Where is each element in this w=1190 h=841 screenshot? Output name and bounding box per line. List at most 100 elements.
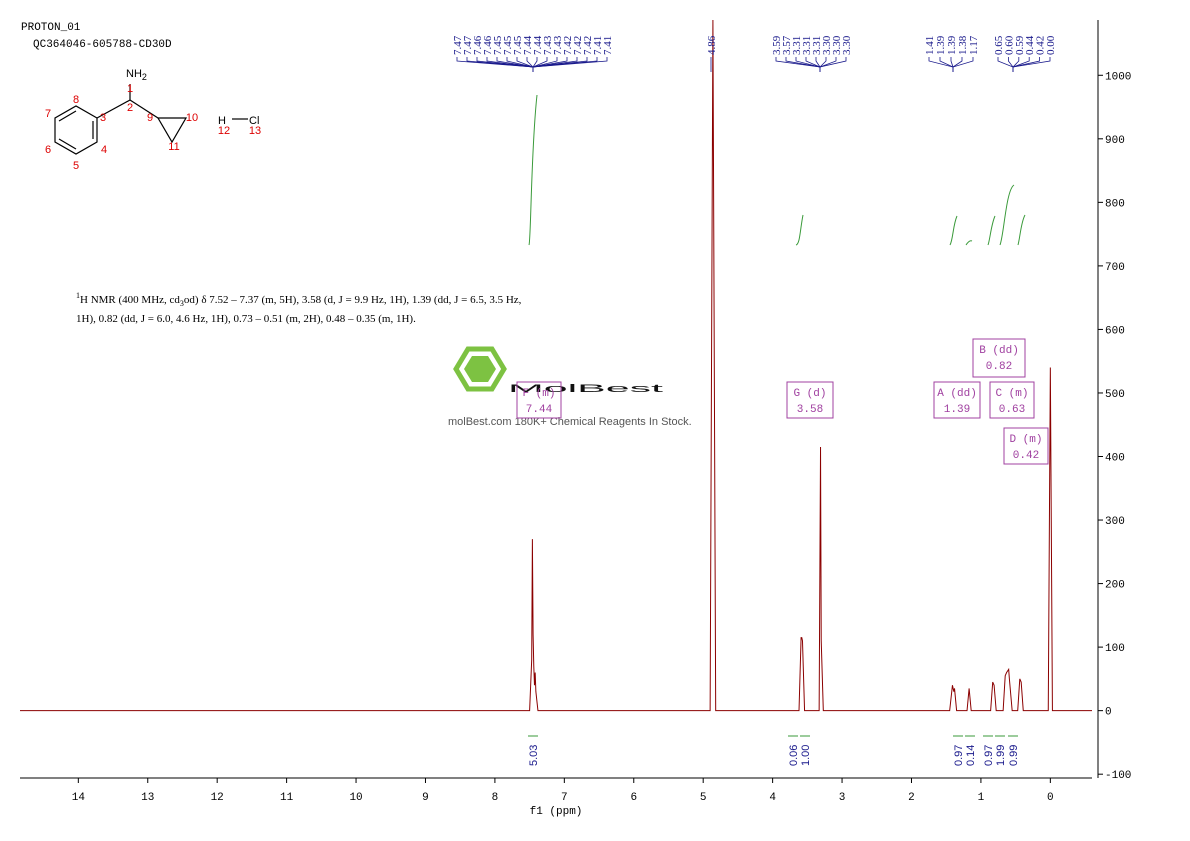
logo-inner [464,356,496,382]
integral-curves [528,94,1026,246]
description-line: 1H), 0.82 (dd, J = 6.0, 4.6 Hz, 1H), 0.7… [76,313,416,325]
multiplet-box [972,338,1026,378]
x-tick-label: 1 [978,792,985,804]
integral-value: 0.14 [965,745,977,766]
x-tick-label: 2 [908,792,915,804]
peak-label: 7.47 [462,35,474,55]
bond [58,138,77,150]
peak-label: 3.30 [831,35,843,55]
peak-label: 7.47 [452,35,464,55]
peak-label-leader [1008,57,1014,72]
peak-label: 7.46 [472,35,484,55]
x-tick-label: 9 [422,792,429,804]
x-tick-label: 4 [769,792,776,804]
benzene-ring [54,105,98,155]
y-tick-label: 1000 [1105,71,1131,83]
multiplet-shift: 0.63 [999,404,1025,416]
x-tick-label: 3 [839,792,846,804]
x-tick-label: 11 [280,792,294,804]
peak-label: 7.44 [522,35,534,55]
multiplet-box [933,381,981,419]
peak-label: 7.42 [562,36,574,55]
peak-label: 3.57 [781,35,793,55]
amine-label: NH2 [126,68,147,82]
peak-label: 1.17 [968,35,980,55]
description-sub: 3 [180,299,184,308]
x-tick-label: 0 [1047,792,1054,804]
y-tick-label: 900 [1105,135,1125,147]
x-tick-label: 7 [561,792,568,804]
integral-curve [965,240,973,246]
peak-label: 7.43 [552,35,564,55]
peak-label: 7.42 [582,36,594,55]
multiplet-shift: 3.58 [797,404,823,416]
integral-curve [528,94,538,246]
peak-label-leader [526,57,534,72]
atom-number: 13 [249,125,261,137]
y-tick-label: 700 [1105,262,1125,274]
structure [54,84,248,155]
y-tick-label: 600 [1105,325,1125,337]
peak-label: 3.30 [841,35,853,55]
integral-value: 0.06 [788,745,800,766]
multiplet-label: D (m) [1009,434,1042,446]
integral-value: 5.03 [528,745,540,766]
sample-name: QC364046-605788-CD30D [33,39,172,51]
watermark: MolBest molBest.com 180K+ Chemical Reage… [448,346,692,428]
y-tick-label: -100 [1105,770,1131,782]
multiplet-shift: 0.42 [1013,450,1039,462]
peak-label: 7.41 [602,36,614,55]
peak-label-leader [928,57,954,72]
x-tick-label: 5 [700,792,707,804]
amine-subscript: 2 [142,72,147,82]
atom-number: 1 [127,83,133,95]
amine-text: NH [126,68,142,80]
y-tick-label: 500 [1105,389,1125,401]
watermark-brand: MolBest [508,383,663,395]
multiplet-box [1003,427,1049,465]
integral-value: 1.99 [995,745,1007,766]
peak-label-leader [815,57,821,72]
peak-label-leader [819,57,827,72]
atom-number: 7 [45,108,51,120]
x-tick-label: 14 [72,792,86,804]
peak-label: 1.39 [935,35,947,55]
peak-label: 1.39 [946,35,958,55]
integral-curve [949,215,958,246]
peak-label: 7.46 [482,35,494,55]
integral-curve [1017,214,1026,246]
bond [96,99,131,119]
peak-label: 0.60 [1003,35,1015,55]
peak-label: 7.42 [572,36,584,55]
atom-number: 2 [127,102,133,114]
x-tick-label: 13 [141,792,154,804]
y-tick-label: 200 [1105,580,1125,592]
multiplet-box [989,381,1035,419]
peak-label: 7.45 [512,35,524,55]
description-sup: 1 [76,291,80,300]
multiplet-label: C (m) [995,388,1028,400]
x-tick-label: 12 [211,792,224,804]
peak-label: 1.41 [924,36,936,55]
peak-label: 7.43 [542,35,554,55]
peak-label: 4.86 [706,35,718,55]
peak-label: 1.38 [957,35,969,55]
hydrogen-label: H [218,115,226,127]
y-tick-label: 0 [1105,707,1112,719]
experiment-name: PROTON_01 [21,22,81,34]
atom-number: 12 [218,125,230,137]
integral-value: 0.99 [1008,745,1020,766]
integral-value: 1.00 [800,745,812,766]
description-text: H NMR (400 MHz, cd [80,294,180,306]
integral-curve [987,215,996,246]
bond [129,99,159,119]
multiplet-label: A (dd) [937,388,977,400]
description-text: od) δ 7.52 – 7.37 (m, 5H), 3.58 (d, J = … [184,294,522,306]
x-axis-label: f1 (ppm) [530,806,583,818]
multiplet-shift: 0.82 [986,361,1012,373]
y-tick-label: 400 [1105,453,1125,465]
peak-label: 0.42 [1035,36,1047,55]
spectrum-line [20,19,1092,712]
